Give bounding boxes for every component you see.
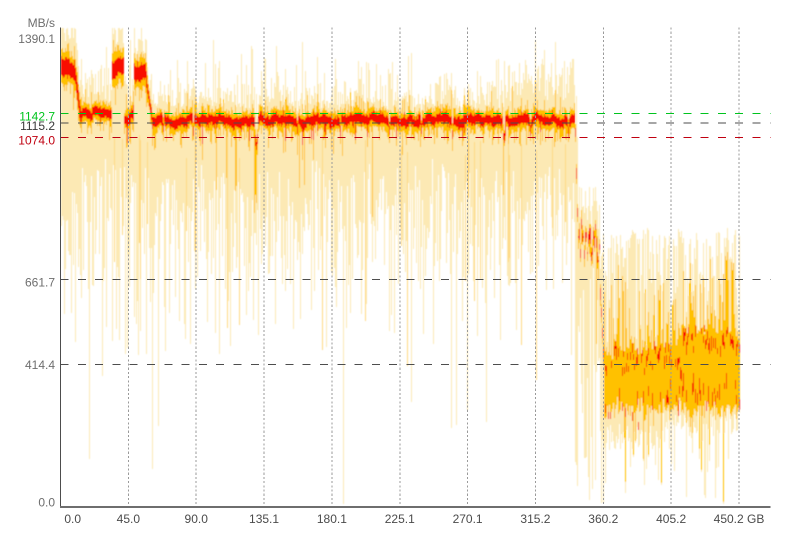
svg-text:414.4: 414.4: [25, 358, 55, 372]
svg-text:135.1: 135.1: [249, 512, 279, 526]
svg-text:225.1: 225.1: [385, 512, 415, 526]
svg-text:1142.7: 1142.7: [19, 109, 55, 123]
svg-text:450.2 GB: 450.2 GB: [714, 512, 765, 526]
svg-text:1390.1: 1390.1: [18, 32, 55, 46]
svg-text:0.0: 0.0: [64, 512, 81, 526]
svg-text:270.1: 270.1: [453, 512, 483, 526]
svg-text:90.0: 90.0: [185, 512, 209, 526]
svg-text:360.2: 360.2: [588, 512, 618, 526]
svg-text:661.7: 661.7: [25, 275, 55, 289]
svg-text:315.2: 315.2: [520, 512, 550, 526]
svg-text:180.1: 180.1: [317, 512, 347, 526]
svg-text:45.0: 45.0: [117, 512, 141, 526]
svg-text:MB/s: MB/s: [28, 16, 55, 30]
svg-text:0.0: 0.0: [38, 495, 55, 509]
svg-text:405.2: 405.2: [656, 512, 686, 526]
svg-text:1074.0: 1074.0: [18, 133, 55, 147]
svg-text:1115.2: 1115.2: [20, 119, 55, 133]
